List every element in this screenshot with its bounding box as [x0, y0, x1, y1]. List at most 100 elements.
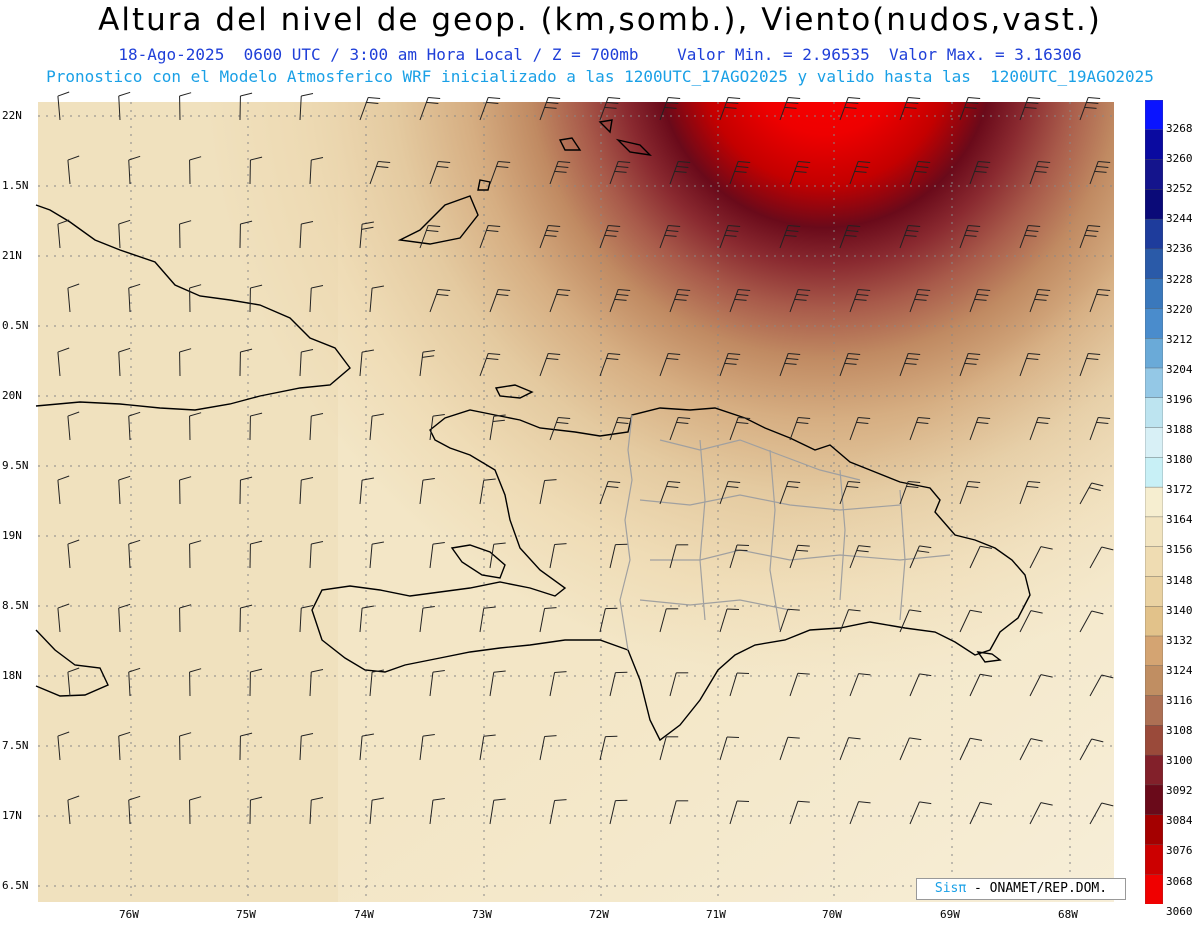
wind-barb [359, 96, 381, 121]
colorbar-swatch [1145, 874, 1163, 904]
wind-barb [969, 416, 991, 441]
wind-barb [719, 480, 741, 505]
wind-barb [309, 157, 324, 185]
wind-barb [118, 219, 131, 249]
wind-barb [609, 799, 628, 825]
lat-label: 21N [2, 249, 22, 262]
wind-barb [479, 96, 501, 121]
wind-barb [189, 540, 202, 569]
wind-barb [239, 220, 253, 249]
wind-barb [839, 480, 861, 505]
lon-label: 69W [940, 908, 960, 921]
wind-barb [179, 220, 192, 249]
wind-barb [179, 604, 192, 633]
wind-barb [359, 605, 374, 633]
wind-barb [909, 545, 932, 569]
wind-barb [429, 542, 445, 569]
map-subtitle-time: 18-Ago-2025 0600 UTC / 3:00 am Hora Loca… [118, 45, 1082, 64]
wind-barb [118, 603, 131, 633]
wind-barb [539, 224, 561, 249]
wind-barb [128, 283, 141, 313]
wind-barb [1019, 352, 1041, 377]
wind-barb [429, 414, 445, 441]
colorbar-label: 3244 [1166, 212, 1193, 226]
wind-barb [67, 667, 80, 697]
wind-barb [779, 96, 801, 121]
wind-barb [1019, 480, 1041, 505]
lon-label: 75W [236, 908, 256, 921]
wind-barb [1079, 610, 1104, 633]
wind-barb [539, 479, 557, 505]
wind-barb [839, 224, 861, 249]
wind-barb [249, 540, 263, 569]
wind-barb [599, 735, 618, 761]
wind-barb [539, 735, 557, 761]
wind-barb [719, 96, 741, 121]
wind-barb [1089, 802, 1114, 825]
colorbar-label: 3260 [1166, 152, 1193, 166]
wind-barb [969, 288, 991, 313]
wind-barb [309, 541, 324, 569]
wind-barb [779, 736, 800, 761]
wind-barb [419, 478, 435, 505]
wind-barb [118, 731, 131, 761]
wind-barb [539, 96, 561, 121]
wind-barb [57, 731, 70, 761]
colorbar-swatch [1145, 308, 1163, 339]
lon-label: 68W [1058, 908, 1078, 921]
wind-barb [969, 545, 993, 569]
wind-barb [789, 672, 810, 697]
wind-barb [789, 800, 810, 825]
wind-barb [899, 352, 921, 377]
lon-label: 71W [706, 908, 726, 921]
colorbar-swatch [1145, 546, 1163, 578]
wind-barb [309, 669, 324, 697]
wind-barb [659, 96, 681, 121]
wind-barb [128, 539, 141, 569]
colorbar-label: 3180 [1166, 453, 1193, 467]
hispaniola-coast [311, 407, 1031, 742]
wind-barb [479, 478, 496, 505]
wind-barb [959, 480, 981, 505]
wind-barb [909, 673, 932, 697]
wind-barb [67, 411, 80, 441]
wind-barb [67, 155, 80, 185]
colorbar-label: 3164 [1166, 513, 1193, 527]
wind-barb [128, 667, 141, 697]
wind-barb [249, 284, 263, 313]
wind-barb [779, 608, 800, 633]
wind-barb [1029, 546, 1053, 569]
wind-barb [57, 347, 70, 377]
wind-barb [179, 732, 192, 761]
wind-barb [659, 736, 679, 761]
wind-barb [429, 160, 451, 185]
wind-barb [669, 160, 691, 185]
colorbar-label: 3188 [1166, 423, 1193, 436]
wind-barb [609, 160, 631, 185]
colorbar-swatch [1145, 100, 1163, 131]
wind-barb [429, 798, 445, 825]
wind-barb [369, 669, 384, 697]
wind-barb [128, 795, 141, 825]
colorbar-label: 3268 [1166, 122, 1193, 135]
wind-barb [189, 156, 202, 185]
credit-brand: Sisπ [934, 881, 967, 896]
wind-barb [839, 352, 861, 377]
wind-barb [599, 480, 621, 505]
wind-barb [239, 348, 253, 377]
colorbar-swatch [1145, 844, 1163, 875]
colorbar-swatch [1145, 725, 1163, 756]
colorbar-swatch [1145, 159, 1163, 191]
wind-barb [899, 609, 922, 633]
wind-barb [669, 800, 689, 825]
colorbar-swatch [1145, 129, 1163, 161]
wind-barb [128, 411, 141, 441]
wind-barb [249, 796, 263, 825]
colorbar-label: 3100 [1166, 754, 1193, 768]
saona-island [976, 651, 1002, 663]
wind-barb [1079, 738, 1104, 761]
wind-barb [659, 608, 679, 633]
wind-barb [549, 288, 571, 313]
colorbar-label: 3148 [1166, 573, 1193, 587]
wind-barb [599, 224, 621, 249]
